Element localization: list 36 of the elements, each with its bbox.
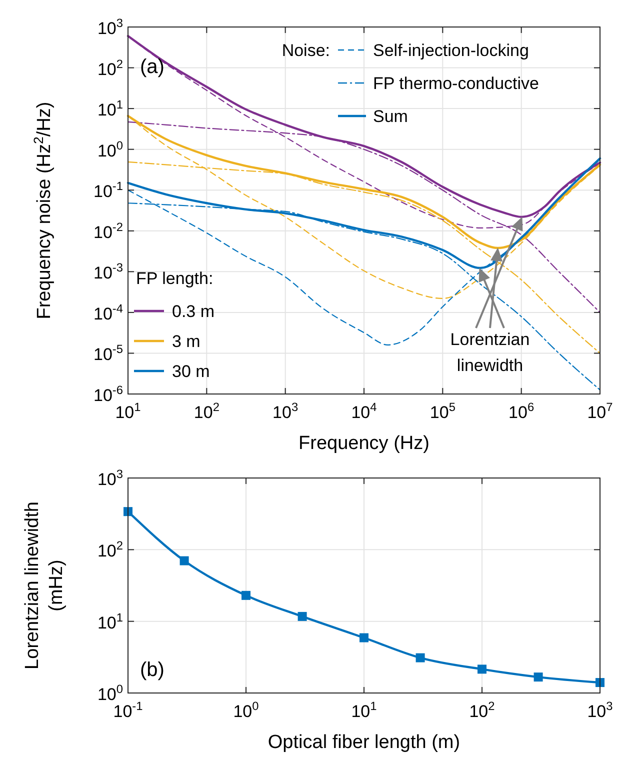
x-tick-label: 10$^{5}$	[430, 400, 456, 422]
x-tick-label: 10$^{3}$	[587, 699, 614, 721]
legend-label: FP thermo-conductive	[373, 74, 539, 93]
legend-label: 0.3 m	[172, 302, 215, 321]
x-tick-label: 10$^{6}$	[508, 400, 534, 422]
legend-label: Self-injection-locking	[373, 41, 529, 60]
y-tick-label: 10$^{-5}$	[94, 342, 124, 364]
annotation: Sum	[373, 107, 408, 126]
y-tick-label: 10$^{-2}$	[94, 220, 124, 242]
y-tick-label: 10$^{2}$	[97, 56, 124, 79]
annotation: (b)	[140, 659, 164, 681]
y-tick-label: 10$^{-3}$	[94, 260, 124, 283]
annotation: Noise:	[282, 41, 330, 60]
legend-label: 3 m	[172, 332, 200, 351]
y-tick-label: 10$^{2}$	[97, 538, 124, 561]
x-tick-label: 10$^{4}$	[351, 400, 378, 422]
y-tick-label: 10$^{3}$	[97, 16, 124, 38]
annotation: (a)	[140, 56, 164, 78]
x-axis-title: Frequency (Hz)	[298, 433, 430, 454]
y-tick-label: 10$^{3}$	[97, 467, 124, 489]
legend-label: 30 m	[172, 362, 210, 381]
y-tick-label: 10$^{1}$	[97, 98, 124, 120]
y-axis-title: Lorentzian linewidth (mHz)	[22, 502, 67, 670]
y-tick-label: 10$^{-1}$	[94, 179, 124, 202]
x-tick-label: 10$^{1}$	[351, 699, 378, 721]
x-tick-label: 10$^{2}$	[194, 400, 220, 422]
x-tick-label: 10$^{3}$	[272, 400, 298, 422]
y-tick-label: 10$^{-4}$	[94, 301, 124, 324]
x-axis-title: Optical fiber length (m)	[268, 732, 460, 753]
x-tick-label: 10$^{0}$	[233, 699, 260, 721]
annotation: Lorentzian linewidth	[450, 330, 530, 375]
x-tick-label: 10$^{2}$	[469, 699, 496, 721]
y-tick-label: 10$^{0}$	[97, 138, 124, 160]
y-tick-label: 10$^{1}$	[97, 610, 124, 632]
x-tick-label: 10$^{7}$	[587, 400, 614, 422]
annotation: FP length:	[136, 269, 214, 288]
